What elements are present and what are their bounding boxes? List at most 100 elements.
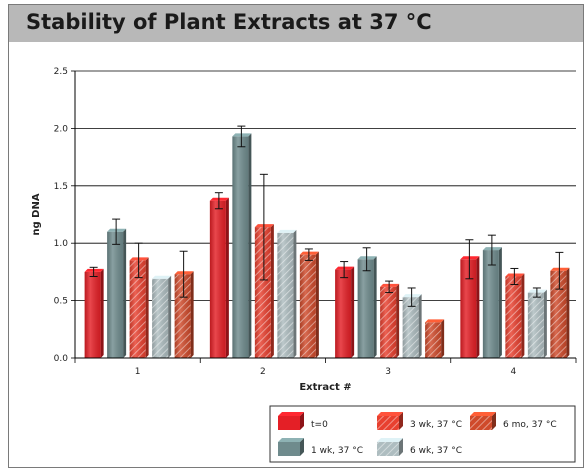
legend: t=0 1 wk, 37 °C 3 wk, 37 °C 6 wk, 37 °C 6 mo… — [269, 405, 576, 463]
legend-swatch-top — [470, 412, 496, 416]
bar — [527, 287, 547, 358]
bar-hatch — [527, 292, 544, 358]
bar-hatch — [254, 227, 271, 358]
legend-item: 1 wk, 37 °C — [278, 438, 363, 456]
bar-side — [123, 228, 127, 358]
bar — [505, 267, 525, 358]
bar — [174, 250, 194, 358]
legend-label: t=0 — [311, 420, 328, 430]
bar-hatch — [129, 260, 146, 358]
bar-top — [425, 319, 445, 323]
bar-side — [168, 275, 172, 358]
bar-shading — [84, 271, 101, 358]
legend-label: 6 wk, 37 °C — [410, 446, 462, 456]
legend-swatch — [278, 442, 300, 456]
bar-side — [248, 133, 252, 358]
bar-hatch — [174, 274, 191, 358]
bar — [357, 247, 377, 358]
legend-item: 3 wk, 37 °C — [377, 412, 462, 430]
legend-label: 1 wk, 37 °C — [311, 446, 363, 456]
bar-side — [351, 266, 355, 358]
bar-side — [441, 319, 445, 358]
bar-shading — [357, 259, 374, 358]
bar — [460, 239, 480, 358]
legend-swatch-hatch — [377, 442, 399, 456]
bars — [84, 125, 570, 358]
bar-hatch — [152, 278, 169, 358]
legend-swatch-side — [399, 438, 403, 456]
title-bar: Stability of Plant Extracts at 37 °C — [9, 5, 583, 42]
legend-label: 6 mo, 37 °C — [503, 420, 557, 430]
bar — [129, 242, 149, 358]
legend-item: t=0 — [278, 412, 328, 430]
x-axis-label: Extract # — [299, 382, 351, 393]
x-tick-label: 1 — [135, 367, 141, 377]
bar-hatch — [505, 276, 522, 358]
y-tick-label: 2.0 — [54, 124, 69, 134]
y-tick-label: 1.5 — [54, 182, 68, 192]
bar-side — [100, 268, 104, 358]
legend-swatch-side — [399, 412, 403, 430]
legend-swatch-hatch — [470, 416, 492, 430]
bar-chart: 0.0 0.5 1.0 1.5 2.0 2.5 1 2 3 4 Extract # ng DNA t=… — [31, 67, 577, 463]
y-tick-label: 0.0 — [54, 354, 69, 364]
legend-item: 6 mo, 37 °C — [470, 412, 557, 430]
bar-shading — [107, 231, 124, 358]
bar — [402, 287, 422, 358]
bar — [335, 261, 355, 358]
legend-swatch-side — [300, 438, 304, 456]
legend-swatch-top — [278, 438, 304, 442]
bar — [550, 251, 570, 358]
bar-hatch — [380, 286, 397, 358]
bar-shading — [209, 200, 226, 358]
bar — [107, 218, 127, 358]
x-tick-label: 2 — [260, 367, 266, 377]
legend-label: 3 wk, 37 °C — [410, 420, 462, 430]
bar-side — [190, 271, 194, 358]
y-tick-label: 1.0 — [54, 239, 69, 249]
bar-side — [373, 256, 377, 358]
legend-item: 6 wk, 37 °C — [377, 438, 462, 456]
y-axis-label: ng DNA — [31, 193, 42, 235]
bar-side — [418, 294, 422, 358]
bar-side — [270, 224, 274, 358]
legend-swatch-top — [377, 412, 403, 416]
bar — [299, 248, 319, 358]
bar-side — [396, 283, 400, 358]
legend-swatch-side — [492, 412, 496, 430]
bar-top — [277, 229, 297, 233]
bar — [84, 266, 104, 358]
bar-hatch — [425, 322, 442, 358]
legend-box — [269, 405, 576, 463]
bar-shading — [232, 136, 249, 358]
bar — [482, 234, 502, 358]
bar — [232, 125, 252, 358]
legend-swatch — [278, 416, 300, 430]
bar — [277, 229, 297, 358]
bar-side — [145, 257, 149, 358]
bar-side — [521, 273, 525, 358]
bar-top — [152, 275, 172, 279]
y-tick-label: 0.5 — [54, 297, 68, 307]
bar-hatch — [299, 254, 316, 358]
bar-hatch — [277, 232, 294, 358]
bar-shading — [335, 269, 352, 358]
bar — [425, 319, 445, 358]
bar-side — [225, 197, 229, 358]
legend-swatch-top — [377, 438, 403, 442]
bar — [209, 192, 229, 358]
bar — [152, 275, 172, 358]
bar-side — [293, 229, 297, 358]
chart-title: Stability of Plant Extracts at 37 °C — [26, 10, 432, 34]
bar-hatch — [402, 297, 419, 358]
x-tick-label: 4 — [511, 367, 517, 377]
legend-swatch-hatch — [377, 416, 399, 430]
bar-side — [498, 247, 502, 358]
legend-swatch-top — [278, 412, 304, 416]
x-tick-label: 3 — [385, 367, 391, 377]
bar-shading — [460, 259, 477, 358]
legend-swatch-side — [300, 412, 304, 430]
chart-panel: Stability of Plant Extracts at 37 °C 0.0… — [8, 4, 584, 468]
bar-side — [476, 256, 480, 358]
bar — [254, 173, 274, 358]
